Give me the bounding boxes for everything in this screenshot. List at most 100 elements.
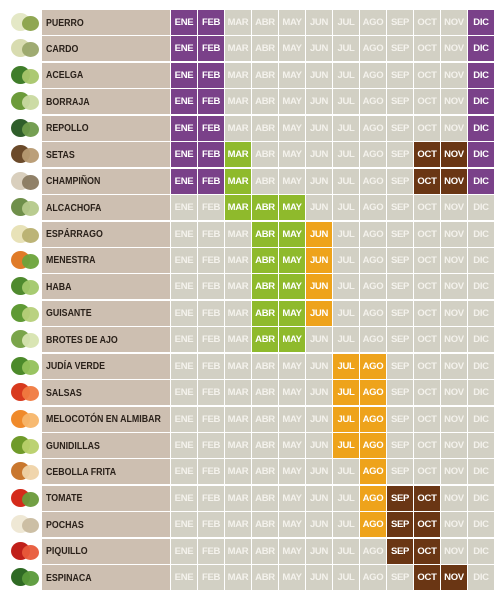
row-acelga: ACELGA ENE FEB MAR ABR MAY JUN JUL AGO SEP OCT NOV D… [8,62,494,88]
borraja-name-cell: BORRAJA [42,89,170,115]
tomate-feb-cell: FEB [198,485,224,511]
espinaca-jun-cell: JUN [306,565,332,591]
pochas-jun-cell: JUN [306,512,332,538]
brotes-de-ajo-label: BROTES DE AJO [46,333,118,346]
salsas-sep-cell: SEP [387,380,413,406]
row-pochas: POCHAS ENE FEB MAR ABR MAY JUN JUL AGO SEP OCT NOV D… [8,512,494,538]
espinaca-mar-cell: MAR [225,565,251,591]
setas-label: SETAS [46,148,75,161]
cebolla-frita-image [8,459,42,485]
repollo-jun-cell: JUN [306,115,332,141]
piquillo-name-cell: PIQUILLO [42,538,170,564]
champinon-nov-cell: NOV [441,168,467,194]
image-shape [22,439,39,454]
piquillo-ago-cell: AGO [360,538,386,564]
esparrago-sep-cell: SEP [387,221,413,247]
espinaca-sep-cell: SEP [387,565,413,591]
guisante-may-cell: MAY [279,300,305,326]
brotes-de-ajo-nov-cell: NOV [441,327,467,353]
acelga-may-cell: MAY [279,62,305,88]
salsas-mar-cell: MAR [225,380,251,406]
puerro-abr-cell: ABR [252,10,278,35]
espinaca-image [8,565,42,591]
borraja-jul-cell: JUL [333,89,359,115]
gunidillas-oct-cell: OCT [414,433,440,458]
cebolla-frita-jul-cell: JUL [333,459,359,485]
repollo-may-cell: MAY [279,115,305,141]
champinon-ene-cell: ENE [171,168,197,194]
guisante-jun-cell: JUN [306,300,332,326]
judia-verde-dic-cell: DIC [468,353,494,379]
guisante-oct-cell: OCT [414,300,440,326]
acelga-sep-cell: SEP [387,62,413,88]
cardo-nov-cell: NOV [441,36,467,62]
acelga-mar-cell: MAR [225,62,251,88]
champinon-ago-cell: AGO [360,168,386,194]
row-brotes-de-ajo: BROTES DE AJO ENE FEB MAR ABR MAY JUN JUL AGO SEP… [8,327,494,353]
esparrago-nov-cell: NOV [441,221,467,247]
setas-name-cell: SETAS [42,142,170,168]
row-gunidillas: GUNIDILLAS ENE FEB MAR ABR MAY JUN JUL AGO SEP OCT… [8,433,494,458]
row-cebolla-frita: CEBOLLA FRITA ENE FEB MAR ABR MAY JUN JUL AGO SEP… [8,459,494,485]
row-salsas: SALSAS ENE FEB MAR ABR MAY JUN JUL AGO SEP OCT NOV D… [8,380,494,406]
tomate-image [8,485,42,511]
gunidillas-sep-cell: SEP [387,433,413,458]
alcachofa-name-cell: ALCACHOFA [42,195,170,221]
salsas-may-cell: MAY [279,380,305,406]
image-shape [22,95,39,111]
repollo-mar-cell: MAR [225,115,251,141]
esparrago-feb-cell: FEB [198,221,224,247]
cebolla-frita-ago-cell: AGO [360,459,386,485]
pochas-feb-cell: FEB [198,512,224,538]
champinon-image [8,168,42,194]
champinon-may-cell: MAY [279,168,305,194]
setas-feb-cell: FEB [198,142,224,168]
esparrago-image [8,221,42,247]
salsas-oct-cell: OCT [414,380,440,406]
champinon-feb-cell: FEB [198,168,224,194]
cardo-jul-cell: JUL [333,36,359,62]
tomate-jun-cell: JUN [306,485,332,511]
alcachofa-ago-cell: AGO [360,195,386,221]
cebolla-frita-ene-cell: ENE [171,459,197,485]
cebolla-frita-jun-cell: JUN [306,459,332,485]
borraja-oct-cell: OCT [414,89,440,115]
acelga-oct-cell: OCT [414,62,440,88]
esparrago-abr-cell: ABR [252,221,278,247]
pochas-image [8,512,42,538]
row-haba: HABA ENE FEB MAR ABR MAY JUN JUL AGO SEP OCT NOV DIC [8,274,494,300]
tomate-name-cell: TOMATE [42,485,170,511]
gunidillas-name-cell: GUNIDILLAS [42,433,170,458]
cebolla-frita-label: CEBOLLA FRITA [46,465,117,478]
tomate-sep-cell: SEP [387,485,413,511]
row-menestra: MENESTRA ENE FEB MAR ABR MAY JUN JUL AGO SEP OCT NO… [8,247,494,273]
esparrago-dic-cell: DIC [468,221,494,247]
salsas-ene-cell: ENE [171,380,197,406]
haba-oct-cell: OCT [414,274,440,300]
cardo-feb-cell: FEB [198,36,224,62]
brotes-de-ajo-jun-cell: JUN [306,327,332,353]
setas-abr-cell: ABR [252,142,278,168]
puerro-may-cell: MAY [279,10,305,35]
pochas-ene-cell: ENE [171,512,197,538]
acelga-label: ACELGA [46,69,84,82]
image-shape [22,16,39,31]
guisante-sep-cell: SEP [387,300,413,326]
piquillo-may-cell: MAY [279,538,305,564]
esparrago-ago-cell: AGO [360,221,386,247]
salsas-abr-cell: ABR [252,380,278,406]
acelga-ene-cell: ENE [171,62,197,88]
borraja-sep-cell: SEP [387,89,413,115]
espinaca-name-cell: ESPINACA [42,565,170,591]
repollo-jul-cell: JUL [333,115,359,141]
salsas-name-cell: SALSAS [42,380,170,406]
menestra-jun-cell: JUN [306,247,332,273]
guisante-feb-cell: FEB [198,300,224,326]
salsas-ago-cell: AGO [360,380,386,406]
melocoton-en-almibar-sep-cell: SEP [387,406,413,432]
borraja-abr-cell: ABR [252,89,278,115]
row-cardo: CARDO ENE FEB MAR ABR MAY JUN JUL AGO SEP OCT NOV DI… [8,36,494,62]
pochas-jul-cell: JUL [333,512,359,538]
salsas-nov-cell: NOV [441,380,467,406]
haba-mar-cell: MAR [225,274,251,300]
